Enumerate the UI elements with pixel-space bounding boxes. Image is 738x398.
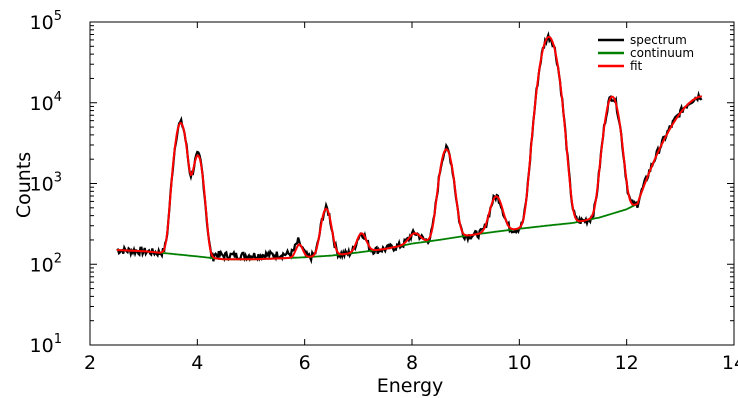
x-tick-label: 14	[722, 352, 738, 374]
spectrum-line	[116, 30, 703, 265]
x-tick-label: 10	[507, 352, 531, 374]
y-tick-label: 102	[30, 251, 62, 276]
y-axis-label: Counts	[13, 152, 35, 218]
y-tick-label: 101	[30, 332, 62, 357]
axis-ticks: 2 4 6 8 10 12 14 101 102 103 104 105	[30, 9, 738, 374]
y-tick-label: 104	[30, 90, 62, 115]
x-tick-label: 12	[615, 352, 639, 374]
legend-label-continuum: continuum	[630, 46, 694, 60]
y-tick-label: 103	[30, 171, 62, 196]
plot-area	[116, 30, 703, 265]
y-tick-label: 105	[30, 9, 62, 34]
x-tick-label: 4	[191, 352, 203, 374]
x-tick-label: 6	[299, 352, 311, 374]
x-tick-label: 8	[406, 352, 418, 374]
fit-line	[116, 36, 702, 261]
x-axis-label: Energy	[377, 375, 444, 397]
x-tick-label: 2	[84, 352, 96, 374]
legend-label-spectrum: spectrum	[630, 33, 687, 47]
legend-label-fit: fit	[630, 59, 643, 73]
